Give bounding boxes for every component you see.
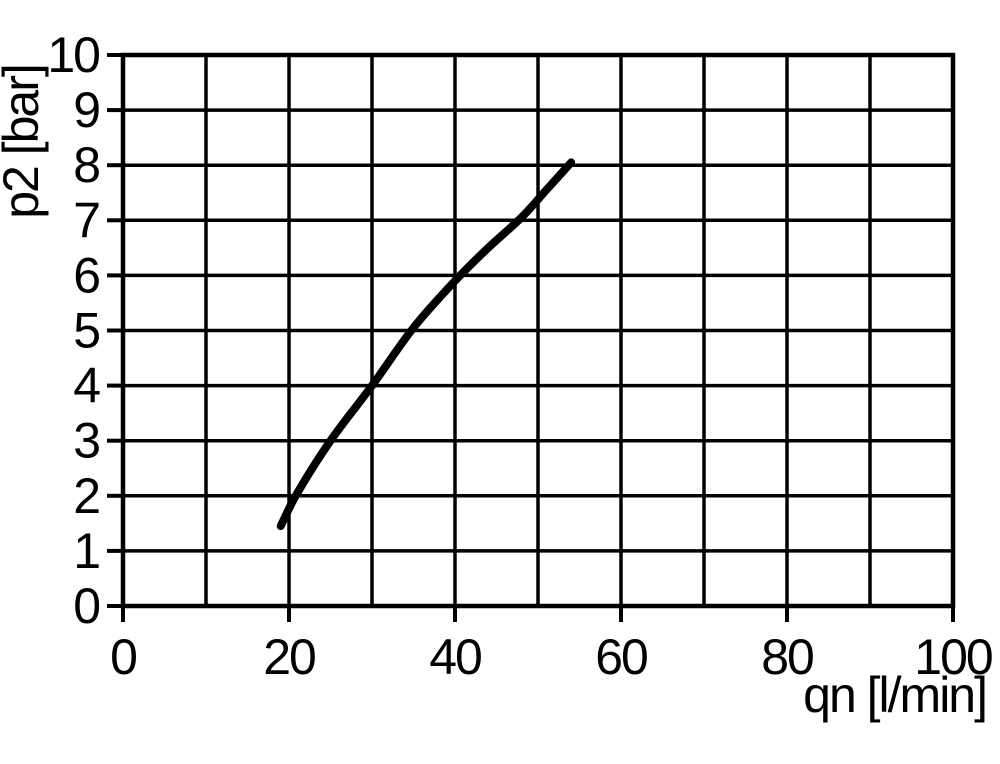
grid-layer [120, 52, 956, 609]
tick-layer [107, 53, 955, 622]
x-tick-label: 0 [110, 629, 136, 685]
pressure-drop-curve [276, 158, 576, 531]
y-tick-label: 4 [73, 358, 100, 414]
y-tick-label: 9 [73, 82, 99, 138]
y-tick-label: 7 [73, 192, 99, 248]
x-tick-label: 20 [263, 629, 315, 685]
x-tick-label: 60 [595, 629, 647, 685]
y-tick-label: 0 [73, 578, 99, 634]
x-tick-label: 40 [429, 629, 481, 685]
x-tick-label: 100 [914, 629, 992, 685]
y-axis-label: p2 [bar] [0, 65, 49, 219]
y-tick-label: 5 [73, 303, 99, 359]
y-tick-label: 10 [47, 27, 99, 83]
y-tick-label: 3 [73, 413, 99, 469]
y-tick-label: 2 [73, 468, 99, 524]
y-tick-label: 8 [73, 137, 99, 193]
y-tick-label: 6 [73, 247, 99, 303]
x-tick-label: 80 [761, 629, 813, 685]
y-tick-label: 1 [73, 523, 99, 579]
x-axis-label: qn [l/min] [803, 667, 986, 723]
series-layer [276, 158, 576, 531]
